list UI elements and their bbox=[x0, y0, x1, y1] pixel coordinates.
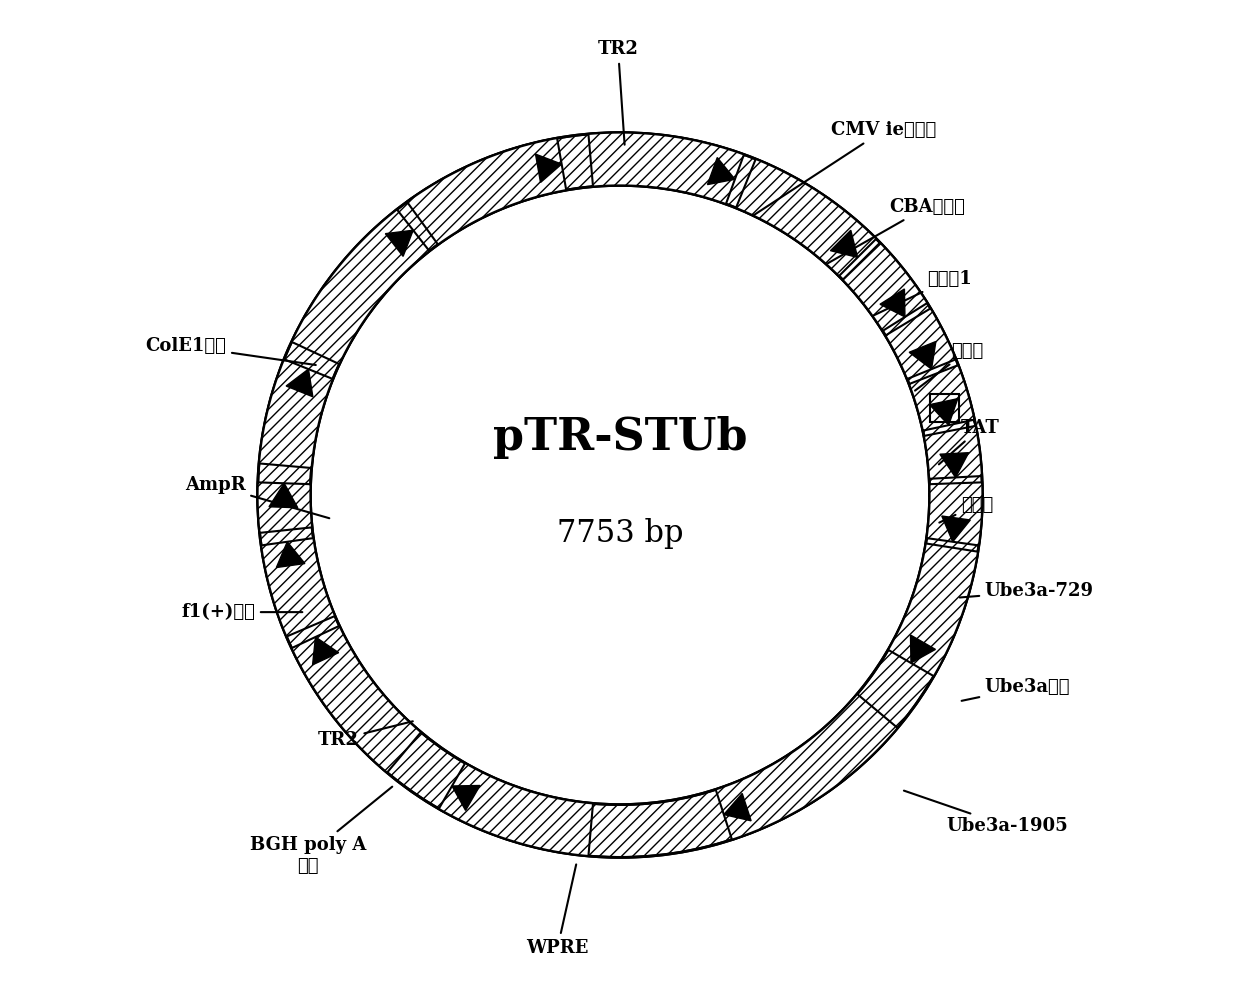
Polygon shape bbox=[312, 637, 339, 665]
Text: Ube3a小鼠: Ube3a小鼠 bbox=[961, 678, 1070, 701]
Polygon shape bbox=[589, 133, 744, 204]
Polygon shape bbox=[843, 244, 928, 331]
Polygon shape bbox=[737, 159, 877, 276]
Polygon shape bbox=[909, 365, 975, 431]
Polygon shape bbox=[291, 210, 429, 364]
Text: TAT: TAT bbox=[939, 419, 999, 464]
Polygon shape bbox=[924, 426, 982, 479]
Text: 分泌肽: 分泌肽 bbox=[940, 496, 993, 523]
Text: AmpR: AmpR bbox=[185, 476, 330, 518]
Polygon shape bbox=[708, 157, 735, 184]
Text: 外显子1: 外显子1 bbox=[874, 270, 972, 315]
Polygon shape bbox=[277, 542, 305, 567]
Polygon shape bbox=[930, 399, 957, 425]
Polygon shape bbox=[386, 231, 413, 256]
Polygon shape bbox=[291, 626, 422, 772]
Polygon shape bbox=[885, 308, 956, 379]
Polygon shape bbox=[715, 694, 898, 840]
Polygon shape bbox=[286, 369, 312, 397]
Polygon shape bbox=[880, 289, 905, 317]
Text: f1(+)起点: f1(+)起点 bbox=[181, 603, 303, 621]
Polygon shape bbox=[407, 139, 567, 245]
Text: Ube3a-729: Ube3a-729 bbox=[960, 582, 1094, 600]
Polygon shape bbox=[942, 516, 971, 542]
Polygon shape bbox=[926, 482, 982, 545]
Polygon shape bbox=[831, 231, 858, 257]
Text: TR2: TR2 bbox=[317, 722, 413, 748]
Polygon shape bbox=[888, 544, 978, 676]
Text: pTR-STUb: pTR-STUb bbox=[492, 416, 748, 459]
Text: ColE1起点: ColE1起点 bbox=[145, 338, 316, 365]
Text: BGH poly A
信号: BGH poly A 信号 bbox=[249, 787, 392, 874]
Polygon shape bbox=[262, 539, 335, 637]
Polygon shape bbox=[910, 635, 935, 663]
Text: CBA启动子: CBA启动子 bbox=[828, 198, 965, 263]
Text: WPRE: WPRE bbox=[527, 864, 589, 956]
Text: 7753 bp: 7753 bp bbox=[557, 518, 683, 548]
Polygon shape bbox=[453, 785, 480, 811]
Polygon shape bbox=[259, 359, 334, 468]
Polygon shape bbox=[536, 154, 562, 182]
Text: TR2: TR2 bbox=[598, 41, 639, 145]
Polygon shape bbox=[909, 342, 936, 369]
Polygon shape bbox=[930, 394, 959, 423]
Polygon shape bbox=[940, 452, 968, 477]
Polygon shape bbox=[269, 483, 298, 508]
Polygon shape bbox=[439, 763, 593, 856]
Text: Ube3a-1905: Ube3a-1905 bbox=[904, 791, 1068, 836]
Polygon shape bbox=[724, 793, 751, 821]
Polygon shape bbox=[258, 482, 312, 533]
Text: CMV ie增强子: CMV ie增强子 bbox=[754, 121, 936, 215]
Text: 内含子: 内含子 bbox=[915, 342, 983, 391]
